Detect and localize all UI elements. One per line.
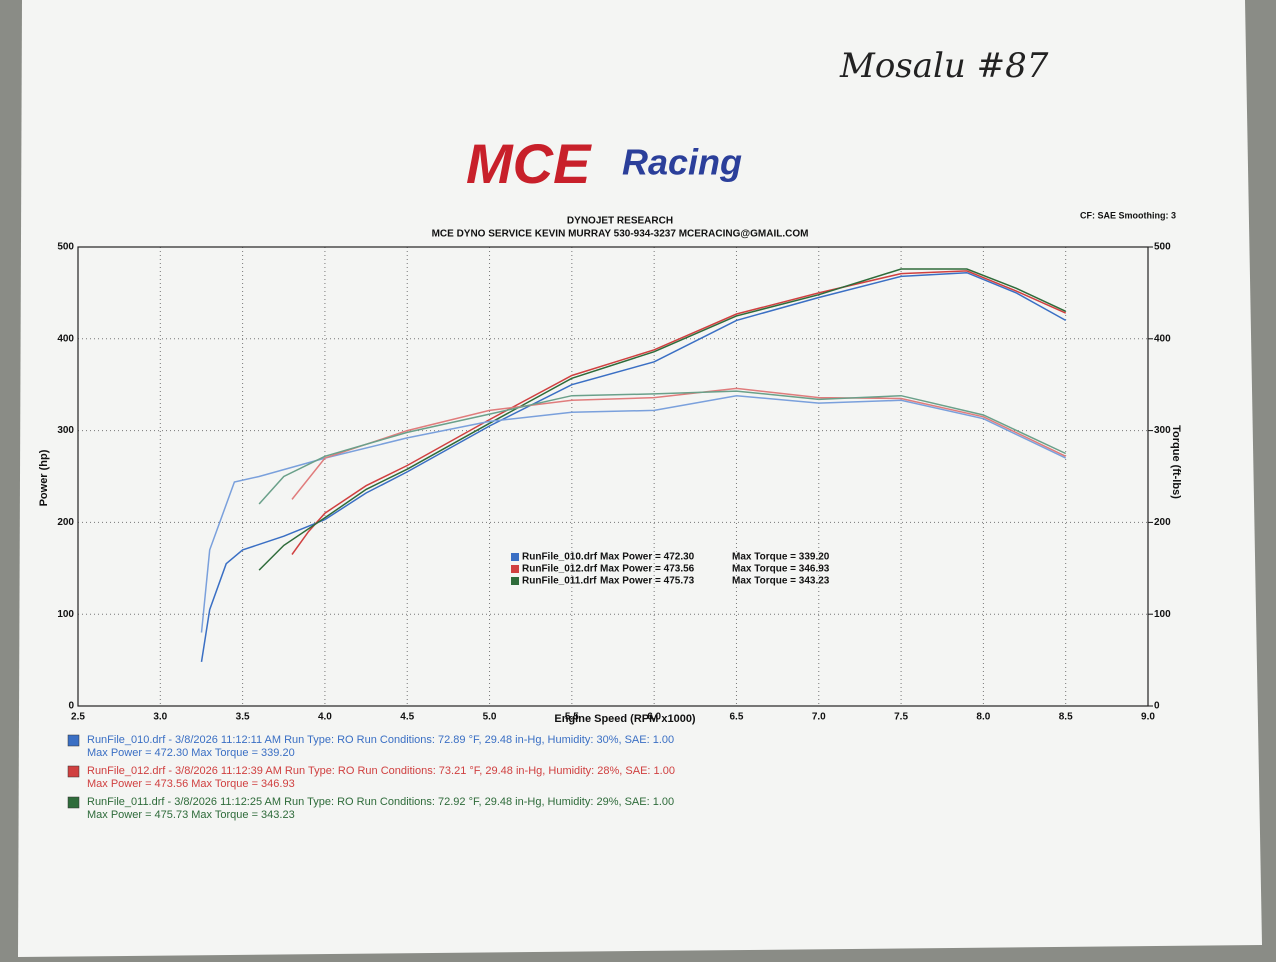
series-line xyxy=(258,390,1067,505)
handwritten-note: Mosalu #87 xyxy=(839,46,1049,86)
y2-tick-label: 400 xyxy=(1154,333,1171,344)
x-tick-label: 2.5 xyxy=(71,712,85,723)
legend-power: Max Power = 475.73 xyxy=(600,576,695,587)
legend-torque: Max Torque = 343.23 xyxy=(732,576,830,587)
x-tick-label: 8.0 xyxy=(976,712,990,723)
legend-power: Max Power = 472.30 xyxy=(600,552,695,563)
chart-title: DYNOJET RESEARCH xyxy=(567,216,673,227)
paper xyxy=(18,0,1262,957)
legend-file: RunFile_012.drf xyxy=(522,564,598,575)
series-line xyxy=(200,394,1067,633)
x-tick-label: 5.0 xyxy=(483,712,497,723)
legend-torque: Max Torque = 346.93 xyxy=(732,564,830,575)
legend-torque: Max Torque = 339.20 xyxy=(732,552,830,563)
legend-swatch xyxy=(511,553,519,561)
x-tick-label: 3.0 xyxy=(153,712,167,723)
y-tick-label: 500 xyxy=(57,242,74,253)
legend-power: Max Power = 473.56 xyxy=(600,564,695,575)
run-line2: Max Power = 475.73 Max Torque = 343.23 xyxy=(87,809,295,821)
y-tick-label: 300 xyxy=(57,425,74,436)
y2-tick-label: 200 xyxy=(1154,517,1171,528)
x-tick-label: 7.0 xyxy=(812,712,826,723)
x-tick-label: 4.0 xyxy=(318,712,332,723)
x-tick-label: 9.0 xyxy=(1141,712,1155,723)
series-line xyxy=(291,270,1067,555)
plot-frame xyxy=(77,246,1149,707)
y2-tick-label: 100 xyxy=(1154,609,1171,620)
legend-swatch xyxy=(511,577,519,585)
x-tick-label: 8.5 xyxy=(1059,712,1073,723)
x-tick-label: 4.5 xyxy=(400,712,414,723)
y2-tick-label: 500 xyxy=(1154,242,1171,253)
y-tick-label: 0 xyxy=(68,701,74,712)
x-axis-label: Engine Speed (RPM x1000) xyxy=(554,713,696,725)
x-tick-label: 5.5 xyxy=(565,712,579,723)
legend-file: RunFile_010.drf xyxy=(522,552,598,563)
y-tick-label: 400 xyxy=(57,333,74,344)
settings-note: CF: SAE Smoothing: 3 xyxy=(1080,210,1176,220)
y-tick-label: 100 xyxy=(57,609,74,620)
run-line1: RunFile_011.drf - 3/8/2026 11:12:25 AM R… xyxy=(87,796,674,808)
x-tick-label: 3.5 xyxy=(236,712,250,723)
y-tick-label: 200 xyxy=(57,517,74,528)
legend-file: RunFile_011.drf xyxy=(522,576,597,587)
y2-tick-label: 0 xyxy=(1154,701,1160,712)
logo-brand: MCE xyxy=(466,132,592,195)
x-tick-label: 6.5 xyxy=(730,712,744,723)
run-line2: Max Power = 472.30 Max Torque = 339.20 xyxy=(87,747,295,759)
y2-tick-label: 300 xyxy=(1154,425,1171,436)
x-tick-label: 6.0 xyxy=(647,712,661,723)
legend-swatch xyxy=(511,565,519,573)
chart-subtitle: MCE DYNO SERVICE KEVIN MURRAY 530-934-32… xyxy=(432,229,809,240)
x-tick-label: 7.5 xyxy=(894,712,908,723)
run-swatch xyxy=(67,765,80,778)
series-line xyxy=(258,268,1067,571)
run-line2: Max Power = 473.56 Max Torque = 346.93 xyxy=(87,778,295,790)
run-line1: RunFile_010.drf - 3/8/2026 11:12:11 AM R… xyxy=(87,734,674,746)
y-axis-label: Power (hp) xyxy=(38,449,50,506)
run-swatch xyxy=(67,734,80,747)
logo-script: Racing xyxy=(622,142,742,183)
run-swatch xyxy=(67,796,80,809)
run-line1: RunFile_012.drf - 3/8/2026 11:12:39 AM R… xyxy=(87,765,675,777)
series-line xyxy=(200,271,1067,663)
y2-axis-label: Torque (ft-lbs) xyxy=(1170,425,1182,499)
